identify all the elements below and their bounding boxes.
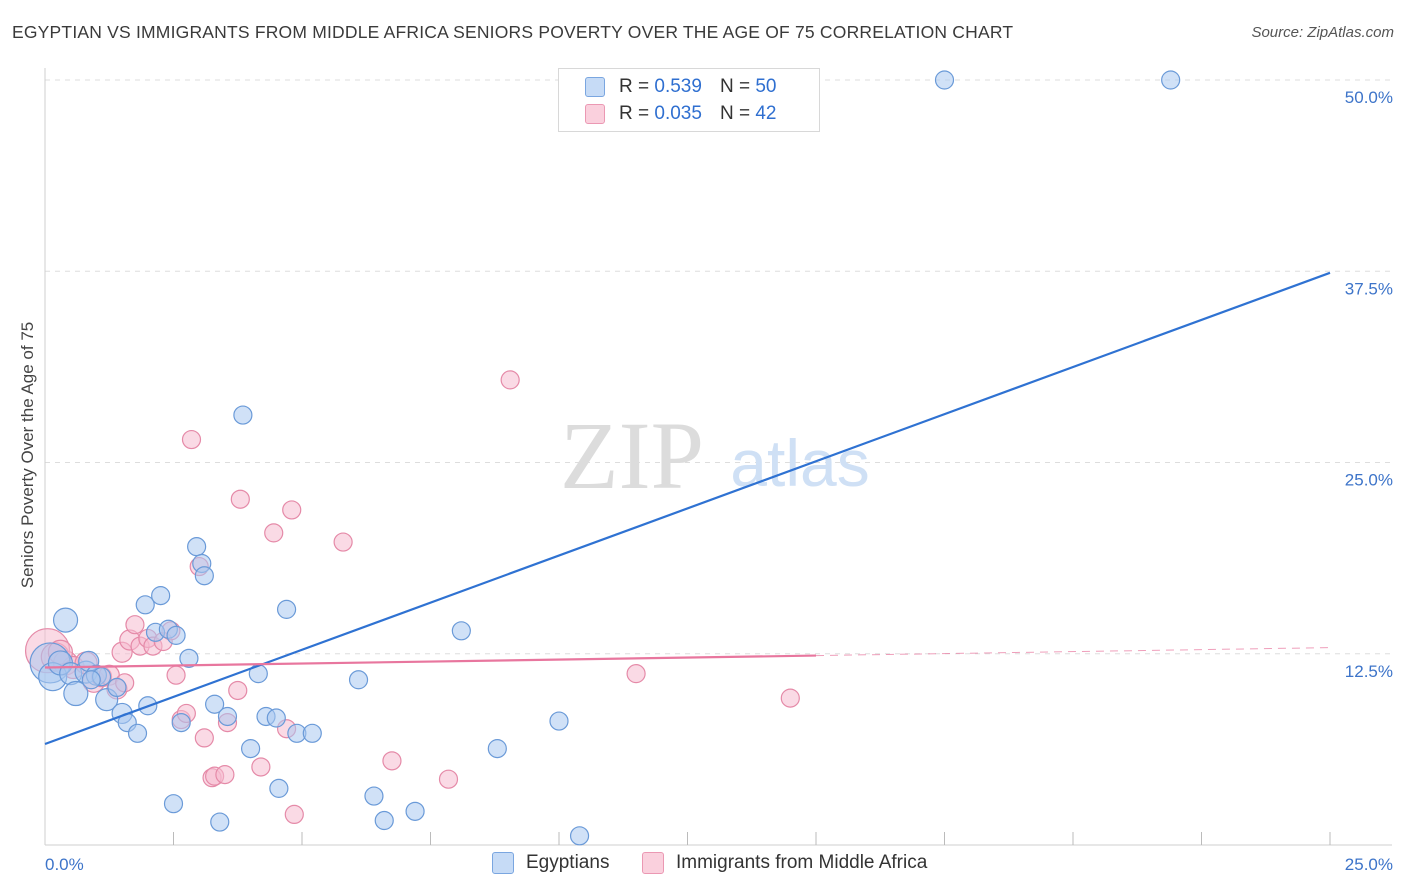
chart-title: EGYPTIAN VS IMMIGRANTS FROM MIDDLE AFRIC… (12, 22, 1014, 42)
data-point (1161, 70, 1181, 90)
x-tick-labels: 0.0% 25.0% (45, 855, 1393, 874)
legend-r-value-egyptians: 0.539 (654, 76, 702, 97)
data-point (626, 664, 646, 684)
bottom-legend-swatch-blue (492, 852, 514, 874)
data-point (166, 625, 186, 645)
y-axis-label: Seniors Poverty Over the Age of 75 (18, 321, 37, 589)
data-point (269, 778, 289, 798)
data-point (166, 665, 186, 685)
legend-n-value-egyptians: 50 (755, 76, 777, 97)
legend-n-label: N = (719, 103, 751, 124)
data-point (233, 405, 253, 425)
legend-row-middle-africa: R = 0.035 N = 42 (585, 102, 776, 126)
trend-lines (44, 271, 1331, 746)
data-point (151, 586, 171, 606)
data-point (171, 712, 191, 733)
y-tick-label: 12.5% (1345, 662, 1393, 681)
data-point (780, 688, 800, 708)
y-tick-labels: 12.5% 25.0% 37.5% 50.0% (1345, 88, 1393, 681)
trend-line-middle-africa (44, 654, 817, 669)
data-point (194, 566, 214, 586)
data-point (276, 599, 297, 619)
data-point (569, 826, 590, 846)
legend-r-value-middle-africa: 0.035 (654, 103, 702, 124)
data-point (549, 711, 569, 731)
stats-legend: R = 0.539 N = 50 R = 0.035 N = 42 (558, 68, 820, 132)
data-point (181, 429, 202, 450)
data-point (451, 621, 471, 641)
legend-row-egyptians: R = 0.539 N = 50 (585, 75, 776, 99)
bottom-legend-swatch-pink (642, 852, 664, 874)
data-point (264, 523, 284, 543)
data-point (127, 723, 148, 743)
bottom-legend-middle-africa: Immigrants from Middle Africa (642, 852, 927, 874)
data-point (382, 751, 402, 771)
data-point (205, 694, 225, 714)
data-point (135, 595, 155, 615)
data-point (194, 728, 214, 748)
legend-n-value-middle-africa: 42 (755, 103, 777, 124)
y-tick-label: 25.0% (1345, 471, 1393, 490)
data-point (107, 677, 127, 698)
data-point (81, 670, 101, 690)
data-point (215, 765, 235, 785)
bottom-legend-label-egyptians: Egyptians (526, 852, 610, 873)
axes (44, 68, 1392, 846)
watermark-zip: ZIP (560, 402, 704, 509)
data-point (266, 708, 286, 728)
x-tick-label: 0.0% (45, 855, 84, 874)
data-point (282, 500, 302, 520)
bottom-legend-egyptians: Egyptians (492, 852, 609, 874)
legend-r-label: R = (619, 103, 650, 124)
data-point (179, 648, 199, 668)
data-point (302, 723, 322, 743)
trend-line-middle-africa-extension (815, 647, 1331, 657)
data-point (438, 769, 459, 789)
series-egyptians-points (29, 70, 1181, 846)
x-tick-label: 25.0% (1345, 855, 1393, 874)
watermark: ZIP atlas (560, 402, 870, 509)
y-tick-label: 50.0% (1345, 88, 1393, 107)
legend-r-label: R = (619, 76, 650, 97)
legend-swatch-pink (585, 104, 605, 124)
data-point (187, 537, 207, 557)
bottom-legend-label-middle-africa: Immigrants from Middle Africa (676, 852, 928, 873)
data-point (63, 680, 89, 707)
data-point (374, 810, 394, 831)
data-point (251, 757, 271, 777)
data-point (217, 706, 238, 727)
data-point (348, 670, 369, 690)
data-point (487, 739, 507, 759)
data-point (210, 812, 230, 832)
trend-line-egyptians (44, 271, 1331, 746)
source-label: Source: ZipAtlas.com (1251, 24, 1394, 41)
data-point (52, 607, 79, 633)
data-point (241, 739, 261, 759)
data-point (333, 532, 353, 552)
y-tick-label: 37.5% (1345, 279, 1393, 298)
legend-swatch-blue (585, 77, 605, 97)
data-point (364, 786, 384, 806)
data-point (284, 804, 304, 825)
data-point (230, 489, 250, 509)
data-point (125, 615, 145, 635)
data-point (163, 794, 184, 814)
data-point (405, 801, 425, 821)
data-point (500, 370, 520, 390)
data-point (934, 70, 955, 90)
data-point (228, 680, 248, 701)
watermark-atlas: atlas (730, 426, 869, 500)
legend-n-label: N = (719, 76, 751, 97)
gridlines (45, 79, 1392, 655)
